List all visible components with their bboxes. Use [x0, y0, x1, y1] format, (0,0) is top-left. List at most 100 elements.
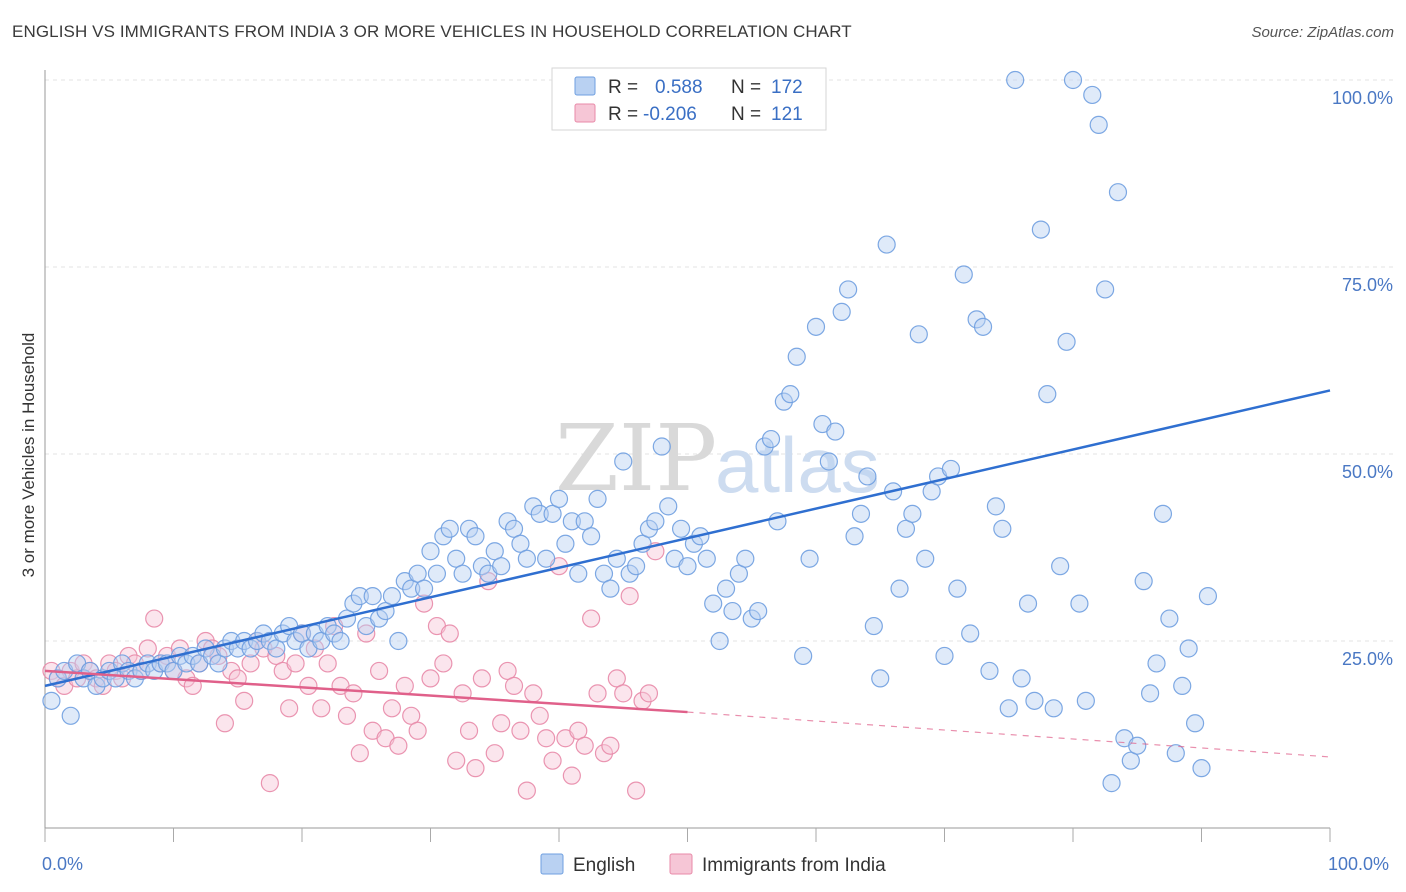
- english-point: [434, 527, 453, 546]
- india-point: [614, 684, 633, 703]
- english-point: [781, 385, 800, 404]
- english-point: [530, 504, 549, 523]
- english-point: [806, 317, 826, 336]
- x-axis-ticks: [44, 828, 1331, 842]
- english-point: [331, 631, 350, 651]
- india-point: [74, 654, 93, 673]
- english-point: [1179, 639, 1198, 658]
- english-point: [453, 564, 472, 583]
- english-point: [42, 691, 61, 710]
- english-point: [498, 512, 517, 531]
- india-point: [447, 751, 466, 770]
- english-point: [588, 489, 607, 508]
- india-point: [382, 699, 402, 718]
- india-point: [530, 706, 549, 725]
- english-point: [1160, 609, 1179, 628]
- english-point: [1108, 183, 1128, 202]
- india-point: [138, 639, 157, 658]
- india-point: [318, 654, 337, 673]
- english-point: [447, 549, 466, 568]
- y-tick-label-75: 75.0%: [1342, 275, 1393, 295]
- english-point: [549, 489, 569, 508]
- english-point: [459, 519, 479, 538]
- english-point: [543, 504, 562, 523]
- english-point: [132, 661, 151, 681]
- india-point: [215, 714, 234, 733]
- english-point: [826, 422, 845, 441]
- english-point: [402, 579, 421, 598]
- english-point: [228, 639, 247, 658]
- english-point: [601, 579, 620, 598]
- legend-english-r-label: R =: [608, 77, 638, 98]
- india-point: [459, 721, 479, 740]
- english-point: [890, 579, 909, 598]
- legend-india-n-label: N =: [731, 104, 761, 125]
- english-point: [749, 601, 768, 621]
- english-point: [858, 467, 877, 486]
- india-point: [511, 721, 530, 740]
- india-point: [286, 654, 305, 673]
- bottom-legend: English Immigrants from India: [540, 853, 886, 876]
- english-point: [1089, 115, 1108, 134]
- english-point: [839, 280, 858, 299]
- english-point: [755, 437, 774, 456]
- india-point: [466, 759, 485, 778]
- bottom-legend-english-label: English: [573, 855, 635, 876]
- chart-source: Source: ZipAtlas.com: [1251, 24, 1394, 41]
- india-point: [620, 587, 639, 606]
- india-point: [260, 774, 279, 793]
- india-trend-line-extension: [687, 711, 1331, 758]
- legend-india-r-value: -0.206: [643, 104, 697, 125]
- legend-english-n-value: 172: [771, 77, 803, 98]
- english-point: [363, 587, 382, 606]
- india-point: [440, 624, 459, 643]
- english-point: [1051, 557, 1070, 576]
- india-point: [492, 714, 511, 733]
- english-point: [659, 497, 678, 516]
- english-point: [1063, 70, 1083, 90]
- english-point: [1153, 504, 1173, 523]
- gridlines: [45, 79, 1393, 642]
- english-point: [408, 564, 427, 583]
- english-point: [986, 497, 1006, 516]
- english-point: [562, 512, 581, 531]
- bottom-legend-english-swatch: [540, 853, 564, 875]
- india-point: [235, 691, 254, 710]
- india-point: [280, 699, 299, 718]
- india-point: [312, 699, 331, 718]
- india-point: [594, 744, 614, 763]
- english-point: [61, 706, 80, 725]
- bottom-legend-india-swatch: [669, 853, 693, 875]
- english-point: [504, 519, 524, 538]
- english-point: [967, 310, 986, 329]
- english-point: [671, 519, 691, 538]
- english-point: [414, 579, 434, 598]
- english-point: [177, 654, 196, 673]
- english-point: [794, 646, 813, 666]
- india-point: [421, 669, 440, 688]
- english-point: [646, 512, 665, 531]
- legend-india-swatch: [574, 103, 596, 123]
- bottom-legend-india-label: Immigrants from India: [702, 855, 886, 876]
- english-point: [582, 527, 601, 546]
- india-point: [543, 751, 562, 770]
- english-point: [1012, 669, 1031, 688]
- english-point: [800, 549, 819, 568]
- english-point: [864, 616, 883, 636]
- legend: R = 0.588 N = 172 R = -0.206 N = 121: [551, 67, 827, 131]
- legend-box: [551, 67, 827, 131]
- english-point: [594, 564, 614, 583]
- english-point: [556, 534, 575, 553]
- india-point: [517, 781, 536, 800]
- english-point: [980, 661, 999, 681]
- india-point: [145, 609, 164, 628]
- english-point: [1018, 594, 1038, 613]
- english-point: [704, 594, 723, 613]
- english-point: [1166, 744, 1185, 763]
- legend-english-swatch: [574, 76, 596, 96]
- trend-lines: [44, 389, 1331, 758]
- english-point: [87, 676, 106, 695]
- english-point: [1096, 280, 1115, 299]
- english-point: [569, 564, 588, 583]
